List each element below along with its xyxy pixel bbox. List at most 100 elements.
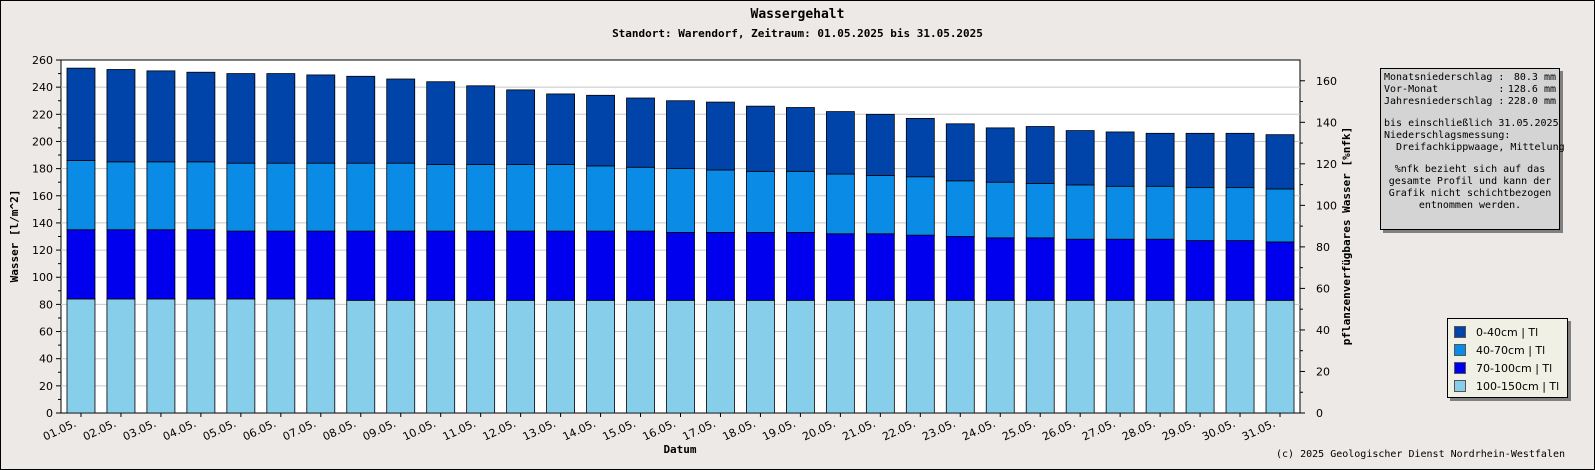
bar-segment: [706, 101, 735, 171]
bar-segment: [626, 230, 655, 301]
bar-segment: [466, 299, 496, 414]
legend-item: 0-40cm | Tl: [1454, 323, 1561, 341]
bar-segment: [666, 299, 695, 414]
x-tick-label: 15.05.: [601, 417, 638, 444]
bar-segment: [506, 164, 536, 232]
bar-segment: [1265, 188, 1295, 243]
y-tick-label: 0: [46, 407, 53, 420]
y2-tick-label: 20: [1316, 365, 1330, 378]
bar-segment: [346, 299, 376, 414]
info-monthly-label: Monatsniederschlag :: [1384, 72, 1505, 83]
legend-item: 40-70cm | Tl: [1454, 341, 1561, 359]
legend-label: 100-150cm | Tl: [1476, 379, 1560, 393]
bar-segment: [506, 299, 536, 414]
x-tick-label: 03.05.: [121, 417, 158, 444]
y-tick-label: 260: [32, 54, 53, 67]
x-tick-label: 17.05.: [681, 417, 718, 444]
bar-segment: [945, 180, 975, 237]
bar-segment: [226, 162, 256, 232]
bar-segment: [825, 111, 855, 175]
bar-segment: [1025, 126, 1055, 184]
bar-segment: [106, 229, 136, 300]
y-tick-label: 120: [32, 244, 53, 257]
bar-segment: [66, 160, 96, 231]
bar-segment: [1225, 299, 1255, 414]
bar-segment: [865, 233, 895, 301]
bar-segment: [865, 299, 895, 414]
info-previous-label: Vor-Monat :: [1384, 84, 1505, 95]
bar-segment: [186, 71, 216, 163]
bar-segment: [306, 74, 336, 164]
bar-segment: [865, 113, 895, 176]
y-tick-label: 240: [32, 81, 53, 94]
bar-segment: [466, 230, 496, 301]
bar-segment: [706, 169, 735, 233]
y-axis-left: 0 20 40 60 80 100 120 140 160 180 200 220 240 260: [32, 54, 61, 420]
bar-segment: [66, 229, 96, 300]
bar-segment: [746, 170, 775, 233]
x-tick-label: 10.05.: [401, 417, 438, 444]
bar-segment: [426, 81, 456, 165]
y-tick-label: 80: [39, 298, 53, 311]
bar-segment: [146, 161, 176, 231]
x-tick-label: 24.05.: [960, 417, 997, 444]
bar-segment: [426, 164, 456, 232]
bar-segment: [546, 299, 575, 414]
x-tick-label: 28.05.: [1120, 417, 1157, 444]
bar-segment: [1225, 132, 1255, 189]
bar-segment: [905, 117, 935, 178]
chart-legend: 0-40cm | Tl 40-70cm | Tl 70-100cm | Tl 100-…: [1447, 318, 1568, 398]
x-tick-label: 19.05.: [760, 417, 797, 444]
info-nfk-note: %nfk bezieht sich auf das gesamte Profil…: [1384, 164, 1556, 212]
bar-segment: [586, 94, 615, 167]
bar-segment: [666, 232, 695, 301]
bar-segment: [1105, 299, 1135, 414]
bar-segment: [1065, 238, 1095, 301]
bar-segment: [186, 298, 216, 414]
bar-segment: [386, 78, 416, 164]
bar-segment: [985, 181, 1015, 239]
bar-segment: [506, 230, 536, 301]
bar-segment: [746, 299, 775, 414]
y-tick-label: 60: [39, 326, 53, 339]
bar-segment: [706, 232, 735, 301]
bar-segment: [386, 162, 416, 232]
info-note-line: gesamte Profil und kann der: [1388, 176, 1552, 187]
x-tick-label: 27.05.: [1080, 417, 1117, 444]
bar-segment: [306, 162, 336, 232]
x-tick-label: 08.05.: [321, 417, 358, 444]
x-tick-label: 04.05.: [161, 417, 198, 444]
x-axis: 01.05. 02.05. 03.05. 04.05. 05.05. 06.05. 07.0…: [41, 413, 1281, 444]
bar-segment: [266, 162, 296, 232]
bar-segment: [426, 230, 456, 301]
bar-segment: [905, 176, 935, 236]
x-tick-label: 26.05.: [1040, 417, 1077, 444]
bar-segment: [306, 230, 336, 300]
x-tick-label: 21.05.: [840, 417, 877, 444]
bar-segment: [1185, 132, 1215, 189]
bar-segment: [386, 230, 416, 301]
bar-segment: [1145, 238, 1175, 301]
bar-segment: [466, 85, 496, 165]
bar-segment: [786, 170, 815, 233]
bar-segment: [266, 298, 296, 414]
y-tick-label: 40: [39, 353, 53, 366]
bar-segment: [1025, 183, 1055, 239]
bar-segment: [306, 298, 336, 414]
copyright-notice: (c) 2025 Geologischer Dienst Nordrhein-W…: [1276, 449, 1565, 460]
legend-item: 70-100cm | Tl: [1454, 359, 1561, 377]
bar-segment: [586, 299, 615, 414]
x-tick-label: 05.05.: [201, 417, 238, 444]
bar-segment: [106, 161, 136, 231]
y2-tick-label: 120: [1316, 158, 1337, 171]
bar-segment: [106, 298, 136, 414]
bar-series: [66, 67, 1295, 414]
bar-segment: [266, 73, 296, 164]
x-tick-label: 11.05.: [441, 417, 478, 444]
y2-axis-label: pflanzenverfügbares Wasser [%nfk]: [1340, 127, 1353, 346]
x-tick-label: 18.05.: [720, 417, 757, 444]
legend-label: 0-40cm | Tl: [1476, 325, 1539, 339]
bar-segment: [106, 69, 136, 163]
bar-segment: [786, 107, 815, 172]
legend-label: 40-70cm | Tl: [1476, 343, 1546, 357]
